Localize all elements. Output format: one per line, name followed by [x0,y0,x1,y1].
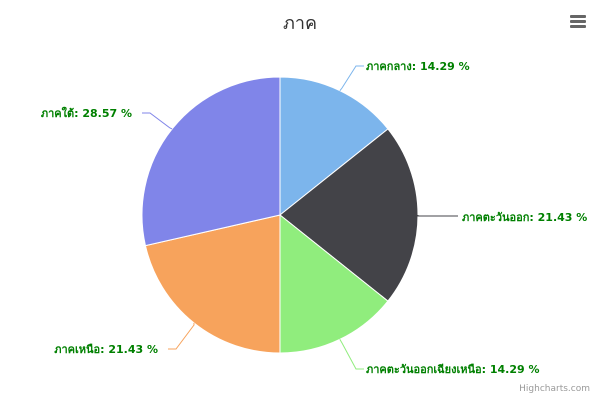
chart-title: ภาค [282,13,317,34]
hamburger-menu-icon[interactable] [566,10,590,32]
menu-line-3 [570,25,586,28]
data-labels: ภาคกลาง: 14.29 % ภาคตะวันออก: 21.43 % ภาคต… [41,60,587,376]
label-connectors [142,65,458,370]
pie-slices [141,76,419,354]
data-label-4: ภาคเหนือ: 21.43 % [54,343,158,356]
pie-slice-3[interactable] [279,213,389,354]
label-connector-1 [339,65,364,92]
label-connector-5 [142,112,173,130]
data-label-5: ภาคใต้: 28.57 % [41,106,132,120]
data-label-2: ภาคตะวันออก: 21.43 % [462,211,587,224]
label-connector-2 [417,215,458,217]
label-connector-4 [168,322,195,350]
pie-slice-5[interactable] [141,76,281,247]
data-label-1: ภาคกลาง: 14.29 % [366,60,470,73]
pie-slice-1[interactable] [279,76,389,217]
menu-line-2 [570,20,586,23]
credits-link[interactable]: Highcharts.com [519,384,590,394]
label-connector-3 [339,339,364,370]
menu-line-1 [570,15,586,18]
data-label-3: ภาคตะวันออกเฉียงเหนือ: 14.29 % [366,363,540,376]
pie-slice-4[interactable] [144,214,281,354]
